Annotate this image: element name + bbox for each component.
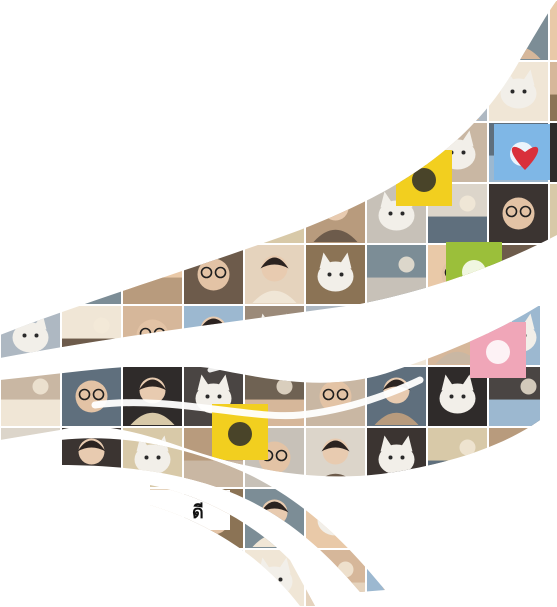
thai-text-tile: ดี [192, 502, 204, 523]
photo-tile [489, 550, 548, 606]
photo-tile [489, 1, 548, 60]
photo-tile [1, 489, 60, 548]
photo-tile [62, 306, 121, 365]
photo-tile [550, 62, 557, 121]
photo-tile [306, 184, 365, 243]
photo-tile [245, 184, 304, 243]
photo-tile [489, 184, 548, 243]
photo-tile [184, 1, 243, 60]
photo-tile [245, 245, 304, 304]
photo-tile [123, 306, 182, 365]
photo-tile [62, 489, 121, 548]
photo-tile [1, 550, 60, 606]
photo-tile [184, 62, 243, 121]
photo-tile [1, 1, 60, 60]
photo-tile [123, 184, 182, 243]
photo-tile [306, 550, 365, 606]
photo-tile [245, 1, 304, 60]
photo-tile [306, 1, 365, 60]
photo-tile [62, 184, 121, 243]
photo-tile [306, 428, 365, 487]
photo-tile [550, 367, 557, 426]
photo-tile [550, 428, 557, 487]
photo-tile [306, 306, 365, 365]
photo-tile [1, 306, 60, 365]
photo-tile [62, 245, 121, 304]
photo-tile [367, 428, 426, 487]
photo-tile [1, 123, 60, 182]
photo-tile [123, 367, 182, 426]
photo-tile [62, 367, 121, 426]
photo-tile [184, 123, 243, 182]
photo-tile [550, 306, 557, 365]
photo-tile [62, 1, 121, 60]
photo-tile [367, 245, 426, 304]
photo-tile [1, 367, 60, 426]
photo-tile [245, 489, 304, 548]
photo-tile [245, 62, 304, 121]
photo-tile [245, 550, 304, 606]
photo-tile [428, 489, 487, 548]
photo-tile [367, 306, 426, 365]
heart-icon [511, 146, 539, 170]
photo-tile [123, 62, 182, 121]
accent-photo-tile [446, 242, 502, 298]
photo-tile [184, 245, 243, 304]
photo-tile [367, 489, 426, 548]
photo-tile [62, 428, 121, 487]
photo-tile [489, 489, 548, 548]
accent-photo-tile [396, 150, 452, 206]
accent-photo-tile [470, 322, 526, 378]
photo-tile [245, 123, 304, 182]
photo-tile [1, 62, 60, 121]
photo-tile [367, 550, 426, 606]
photo-tile [550, 489, 557, 548]
photo-tile [306, 62, 365, 121]
photo-tile [245, 306, 304, 365]
photo-tile [184, 184, 243, 243]
photo-tile [123, 550, 182, 606]
photo-tile [306, 123, 365, 182]
photo-tile [123, 245, 182, 304]
photo-tile [550, 184, 557, 243]
photo-tile [428, 550, 487, 606]
photo-tile [428, 1, 487, 60]
photo-tile [123, 1, 182, 60]
photo-tile [428, 62, 487, 121]
photo-tile [1, 245, 60, 304]
photo-tile [550, 123, 557, 182]
photo-tile [62, 550, 121, 606]
photo-tile [123, 123, 182, 182]
photo-tile [184, 306, 243, 365]
photo-tile [1, 428, 60, 487]
photo-tile [428, 428, 487, 487]
photo-tile [306, 489, 365, 548]
photo-tile [550, 1, 557, 60]
photo-tile [62, 62, 121, 121]
photo-tile [367, 62, 426, 121]
photo-tile [184, 550, 243, 606]
photo-tile [367, 1, 426, 60]
photo-tile [123, 428, 182, 487]
photo-tile [550, 245, 557, 304]
photo-tile [306, 367, 365, 426]
wing-highlight-swoosh [91, 359, 424, 420]
photo-tile [62, 123, 121, 182]
photo-tile [1, 184, 60, 243]
photo-tile [306, 245, 365, 304]
photo-tile [489, 62, 548, 121]
text-paper-tile [150, 490, 230, 530]
photo-tile [550, 550, 557, 606]
photo-tile [489, 428, 548, 487]
